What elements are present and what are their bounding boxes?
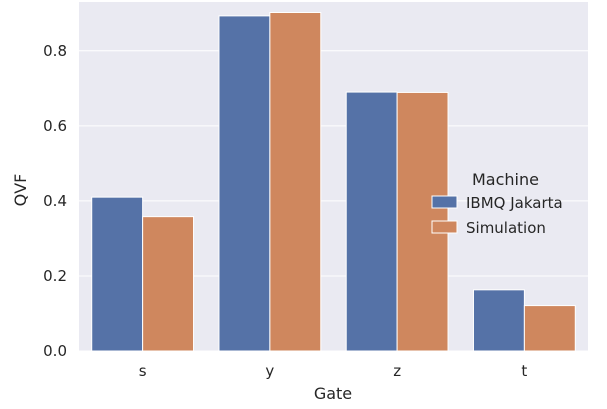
y-axis-ticks: 0.0 0.2 0.4 0.6 0.8	[43, 42, 67, 360]
legend-label: IBMQ Jakarta	[466, 194, 563, 212]
y-tick-label: 0.0	[43, 342, 67, 360]
legend-title: Machine	[472, 170, 539, 189]
bar-ibmq-jakarta-y	[218, 15, 271, 352]
y-tick-label: 0.2	[43, 267, 67, 285]
bar-ibmq-jakarta-s	[91, 196, 144, 352]
legend: Machine IBMQ Jakarta Simulation	[431, 170, 563, 237]
y-tick-label: 0.6	[43, 117, 67, 135]
y-axis-label: QVF	[11, 174, 30, 207]
x-tick-label: z	[393, 362, 401, 380]
bar-ibmq-jakarta-z	[345, 91, 398, 352]
y-tick-label: 0.4	[43, 192, 67, 210]
bar-simulation-t	[523, 305, 576, 352]
x-axis-label: Gate	[314, 384, 352, 403]
legend-swatch	[431, 195, 458, 209]
bar-ibmq-jakarta-t	[472, 289, 525, 352]
legend-label: Simulation	[466, 219, 546, 237]
x-tick-label: s	[139, 362, 147, 380]
bars	[91, 12, 576, 352]
x-tick-label: t	[521, 362, 527, 380]
bar-simulation-s	[142, 216, 195, 352]
y-tick-label: 0.8	[43, 42, 67, 60]
x-tick-label: y	[265, 362, 274, 380]
legend-swatch	[431, 220, 458, 234]
bar-simulation-y	[269, 12, 322, 352]
